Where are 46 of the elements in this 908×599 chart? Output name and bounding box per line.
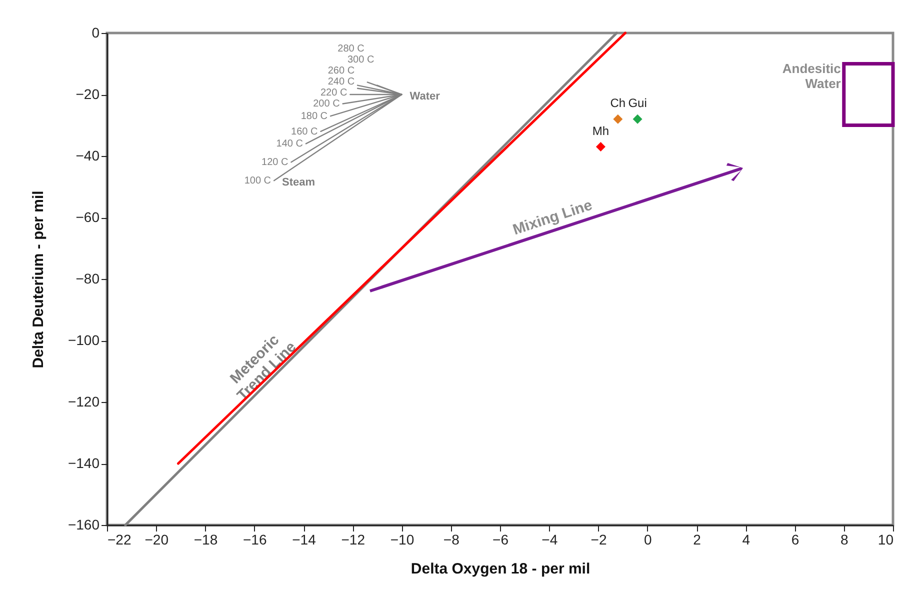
x-tick-label: −4 [542,532,558,548]
y-tick-label: −120 [68,394,100,410]
x-tick-label: −12 [341,532,366,548]
annotation: Steam [282,176,316,189]
text: 280 C [338,44,364,55]
series-label: 160 C [291,126,318,138]
y-axis-title: Delta Deuterium - per mil [30,190,47,368]
series-label: 140 C [276,138,303,150]
x-tick-label: 2 [693,532,702,548]
series-label: 120 C [262,157,288,168]
series-label: 200 C [313,98,340,110]
x-tick-label: 4 [742,532,750,548]
x-tick-label: −20 [144,532,169,548]
x-tick-label: −16 [243,532,267,548]
x-tick-label: −22 [108,532,132,548]
annotation: Andesitic Water [782,60,841,91]
x-tick-label: −18 [194,532,218,548]
y-tick-label: −140 [68,455,100,471]
x-tick-label: −8 [443,532,460,548]
series-label: 180 C [300,111,328,122]
x-tick-label: 0 [644,532,652,548]
series-label: 300 C [348,54,374,66]
y-tick-label: −60 [76,209,100,225]
series-label: 220 C [320,88,348,99]
y-tick-label: −100 [68,332,100,348]
y-tick-label: 0 [92,24,100,40]
x-tick-label: 6 [791,532,800,548]
series-label: Ch [610,96,626,110]
series-label: Gui [628,96,647,110]
y-tick-label: −160 [68,516,100,532]
y-tick-label: −80 [76,270,100,286]
x-tick-label: −14 [292,532,316,548]
y-tick-label: −20 [76,86,100,102]
x-tick-label: −2 [590,532,607,548]
series-label: 240 C [328,76,355,88]
x-axis-title: Delta Oxygen 18 - per mil [410,560,590,578]
x-tick-label: 8 [840,532,848,548]
series-label: Mh [592,124,610,138]
y-tick-label: −40 [76,148,100,164]
x-tick-label: 10 [878,532,894,548]
annotation: Water [410,90,441,102]
series-label: 100 C [244,176,272,187]
x-tick-label: −6 [492,532,509,548]
x-tick-label: −10 [390,532,414,548]
series-label: 260 C [328,66,355,77]
annotation: Mixing Line [510,196,594,239]
